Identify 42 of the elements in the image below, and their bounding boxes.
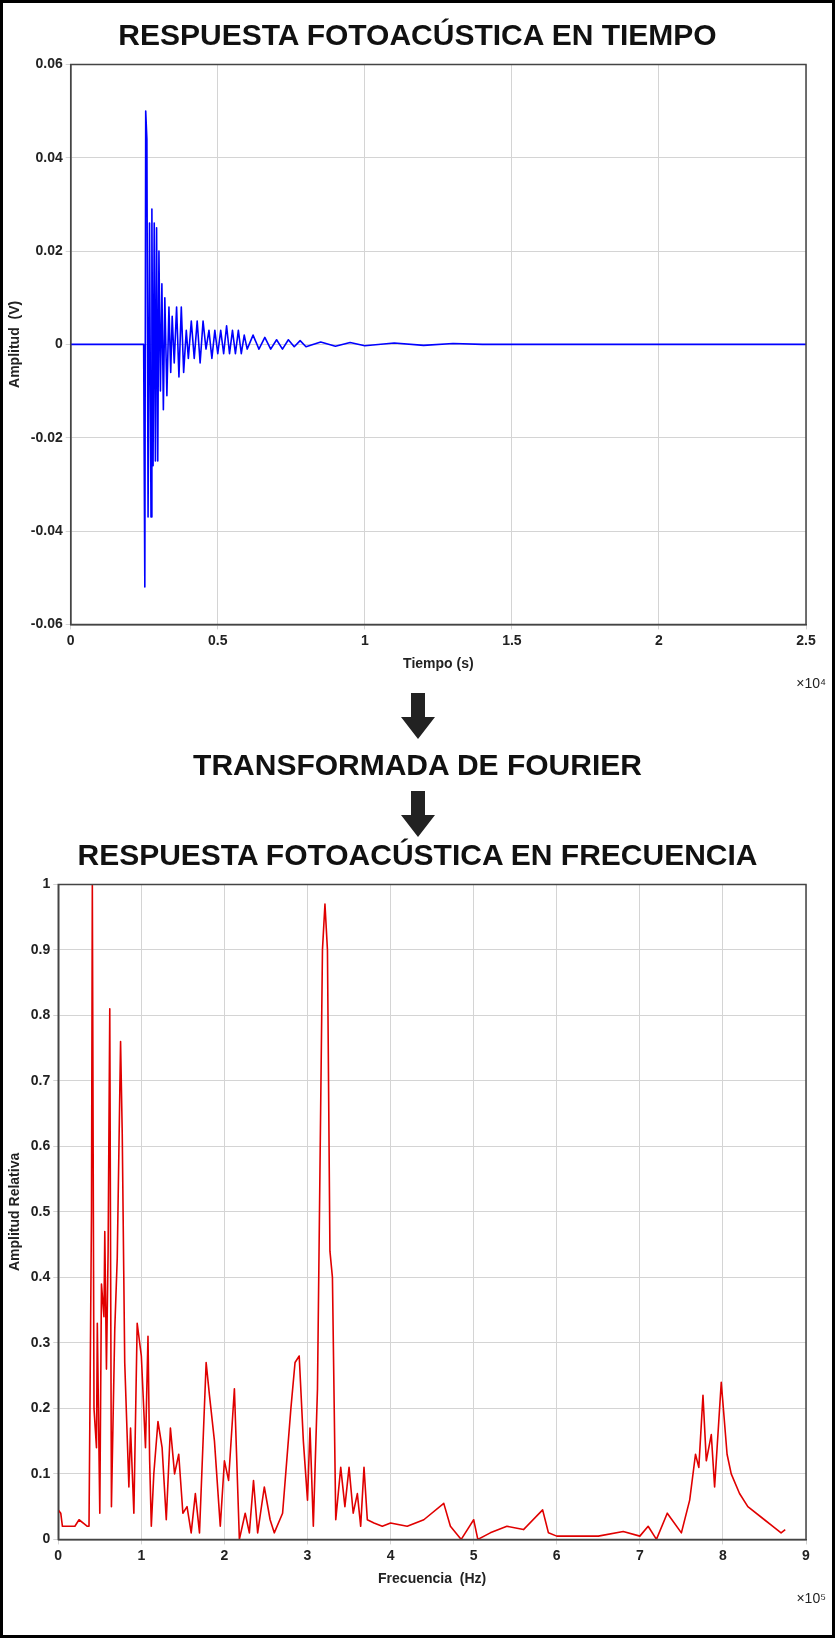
x-tick-label: 1 — [137, 1546, 146, 1563]
y-tick-label: 0.06 — [35, 55, 63, 72]
x-tick-label: 2 — [655, 631, 664, 648]
y-tick-label: 0.4 — [30, 1268, 51, 1285]
x-tick-label: 8 — [719, 1546, 728, 1563]
x-axis-title: Tiempo (s) — [403, 655, 474, 672]
x-tick-label: 7 — [635, 1546, 644, 1563]
y-tick-label: -0.04 — [30, 521, 63, 538]
y-tick-label: -0.06 — [30, 615, 63, 632]
y-tick-label: 0.6 — [30, 1137, 51, 1154]
y-tick-label: 0 — [42, 1530, 51, 1547]
x-tick-label: 0 — [66, 631, 75, 648]
y-tick-label: 0.8 — [30, 1006, 51, 1023]
y-tick-label: 0 — [54, 335, 63, 352]
chart-title: RESPUESTA FOTOACÚSTICA EN FRECUENCIA — [76, 837, 759, 873]
text: TRANSFORMADA DE FOURIER — [192, 747, 643, 783]
x-tick-label: 2.5 — [796, 631, 816, 648]
x-tick-label: 6 — [552, 1546, 561, 1563]
y-tick-label: 0.9 — [30, 940, 51, 957]
y-tick-label: 0.3 — [30, 1333, 51, 1350]
y-tick-label: 0.1 — [30, 1464, 51, 1481]
x-tick-label: 3 — [303, 1546, 312, 1563]
x-tick-label: 9 — [802, 1546, 811, 1563]
y-tick-label: 0.02 — [35, 241, 63, 258]
x-tick-label: 5 — [469, 1546, 478, 1563]
y-tick-label: 1 — [42, 875, 51, 892]
y-tick-label: 0.7 — [30, 1071, 51, 1088]
chart-title: RESPUESTA FOTOACÚSTICA EN TIEMPO — [117, 17, 718, 53]
x-tick-label: 0.5 — [208, 631, 228, 648]
x-tick-label: 1 — [360, 631, 369, 648]
text: ×10⁵ — [796, 1590, 826, 1606]
x-tick-label: 2 — [220, 1546, 229, 1563]
y-tick-label: 0.5 — [30, 1202, 51, 1219]
y-tick-label: 0.04 — [35, 148, 63, 165]
x-tick-label: 1.5 — [502, 631, 522, 648]
y-tick-label: -0.02 — [30, 428, 63, 445]
x-tick-label: 4 — [386, 1546, 395, 1563]
y-tick-label: 0.2 — [30, 1399, 51, 1416]
x-axis-title: Frecuencia (Hz) — [378, 1570, 487, 1587]
y-axis-title: Amplitud (V) — [6, 300, 23, 388]
text: ×10⁴ — [796, 675, 826, 691]
y-axis-title: Amplitud Relativa — [6, 1152, 23, 1272]
